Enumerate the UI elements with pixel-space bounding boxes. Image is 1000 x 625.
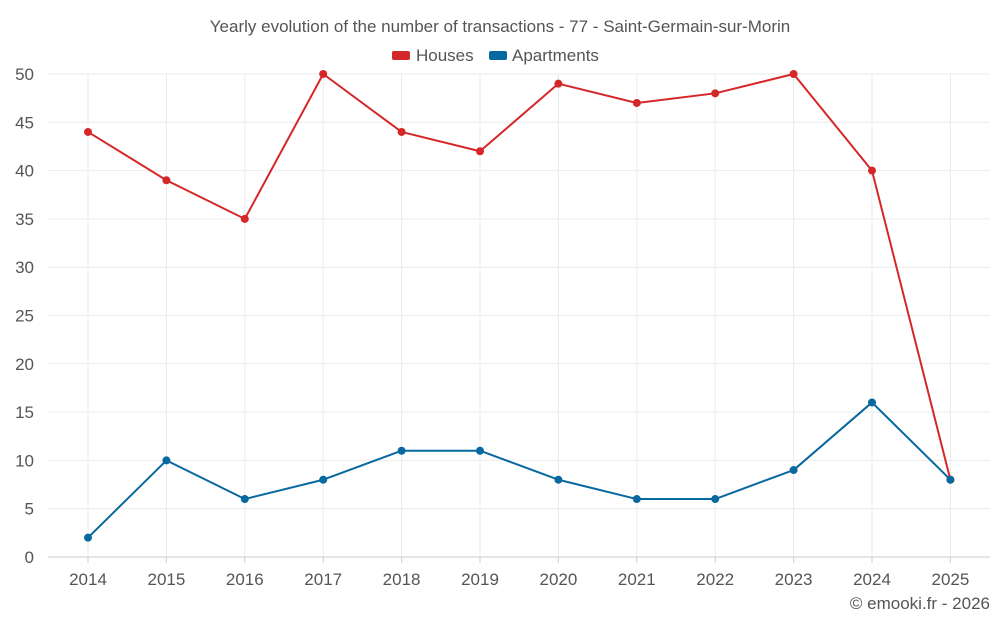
- data-point-houses[interactable]: [397, 127, 406, 136]
- series-layer: [84, 70, 955, 542]
- series-apartments: [84, 398, 955, 542]
- y-tick-label: 0: [25, 548, 34, 567]
- data-point-houses[interactable]: [789, 70, 798, 78]
- data-point-apartments[interactable]: [711, 495, 720, 504]
- grid: [48, 73, 990, 557]
- data-point-houses[interactable]: [868, 166, 876, 175]
- legend: Houses Apartments: [392, 46, 599, 65]
- data-point-houses[interactable]: [240, 214, 249, 223]
- x-tick-label: 2021: [618, 570, 656, 589]
- series-houses: [84, 70, 955, 484]
- series-line-houses: [87, 73, 952, 480]
- y-tick-label: 25: [15, 307, 34, 326]
- credit-text: © emooki.fr - 2026: [850, 594, 990, 613]
- x-tick-label: 2014: [69, 570, 107, 589]
- legend-item-houses[interactable]: Houses: [392, 46, 474, 65]
- chart-title: Yearly evolution of the number of transa…: [210, 17, 790, 36]
- data-point-houses[interactable]: [319, 70, 328, 78]
- y-tick-label: 50: [15, 65, 34, 84]
- x-tick-label: 2017: [304, 570, 342, 589]
- series-line-apartments: [87, 401, 952, 539]
- y-tick-label: 5: [25, 500, 34, 519]
- x-tick-label: 2023: [775, 570, 813, 589]
- data-point-houses[interactable]: [711, 89, 720, 98]
- legend-item-apartments[interactable]: Apartments: [489, 46, 599, 65]
- data-point-apartments[interactable]: [240, 495, 249, 504]
- data-point-apartments[interactable]: [319, 475, 328, 484]
- legend-label-apartments: Apartments: [512, 46, 599, 65]
- x-tick-label: 2019: [461, 570, 499, 589]
- y-tick-label: 40: [15, 162, 34, 181]
- data-point-apartments[interactable]: [397, 446, 406, 455]
- data-point-apartments[interactable]: [554, 475, 563, 484]
- x-tick-label: 2025: [931, 570, 969, 589]
- x-tick-label: 2024: [853, 570, 891, 589]
- x-tick-label: 2018: [383, 570, 421, 589]
- x-tick-label: 2016: [226, 570, 264, 589]
- y-tick-label: 45: [15, 113, 34, 132]
- data-point-houses[interactable]: [162, 176, 171, 185]
- x-tick-label: 2020: [539, 570, 577, 589]
- y-tick-label: 30: [15, 258, 34, 277]
- data-point-houses[interactable]: [554, 79, 563, 88]
- data-point-apartments[interactable]: [632, 495, 641, 504]
- data-point-houses[interactable]: [84, 127, 92, 136]
- x-tick-label: 2015: [147, 570, 185, 589]
- y-tick-label: 20: [15, 355, 34, 374]
- data-point-apartments[interactable]: [946, 475, 955, 484]
- legend-swatch-apartments: [489, 51, 507, 60]
- data-point-apartments[interactable]: [476, 446, 484, 455]
- data-point-houses[interactable]: [632, 98, 641, 107]
- data-point-houses[interactable]: [476, 147, 484, 156]
- data-point-apartments[interactable]: [868, 398, 876, 407]
- legend-label-houses: Houses: [416, 46, 474, 65]
- y-tick-label: 15: [15, 403, 34, 422]
- x-tick-label: 2022: [696, 570, 734, 589]
- data-point-apartments[interactable]: [789, 466, 798, 475]
- legend-swatch-houses: [392, 51, 410, 60]
- y-tick-label: 35: [15, 210, 34, 229]
- data-point-apartments[interactable]: [84, 533, 92, 542]
- y-tick-label: 10: [15, 451, 34, 470]
- data-point-apartments[interactable]: [162, 456, 171, 465]
